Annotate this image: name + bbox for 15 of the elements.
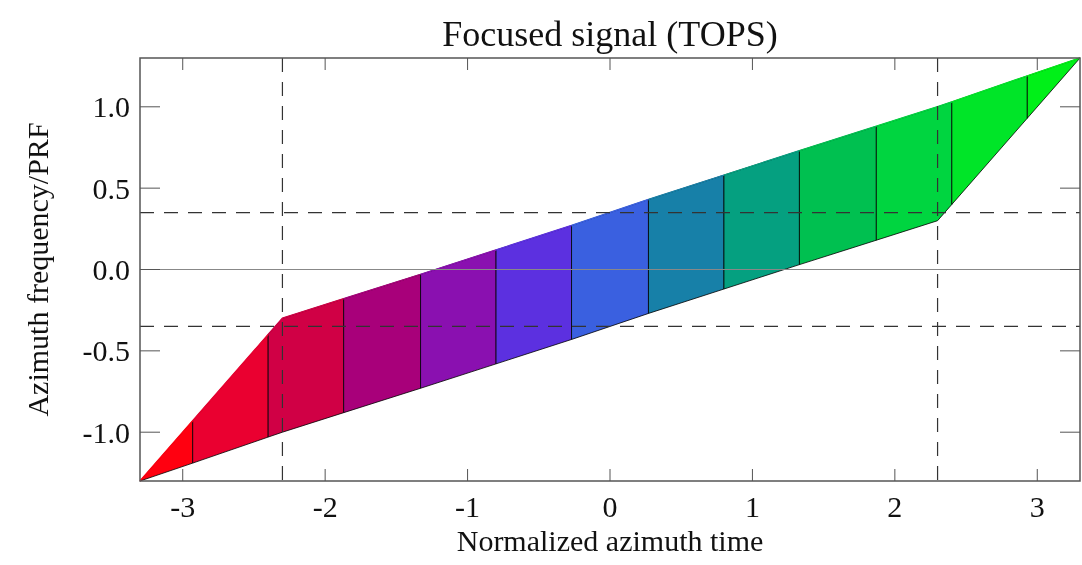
y-tick-label: 0.5 xyxy=(92,171,130,205)
x-tick-label: 1 xyxy=(744,490,760,523)
y-tick-label: -1.0 xyxy=(82,415,130,449)
x-tick-label: -2 xyxy=(312,490,338,523)
y-tick-label: 1.0 xyxy=(92,90,130,124)
x-tick-label: 2 xyxy=(887,490,903,523)
x-tick-label: 0 xyxy=(602,490,618,523)
y-tick-label: -0.5 xyxy=(82,334,130,368)
x-tick-label: -3 xyxy=(170,490,196,523)
chart-title: Focused signal (TOPS) xyxy=(442,14,778,54)
x-tick-label: 3 xyxy=(1029,490,1045,523)
x-axis-title: Normalized azimuth time xyxy=(456,524,764,557)
x-tick-label: -1 xyxy=(455,490,481,523)
y-tick-label: 0.0 xyxy=(92,253,130,286)
y-axis-title: Azimuth frequency/PRF xyxy=(21,122,54,417)
